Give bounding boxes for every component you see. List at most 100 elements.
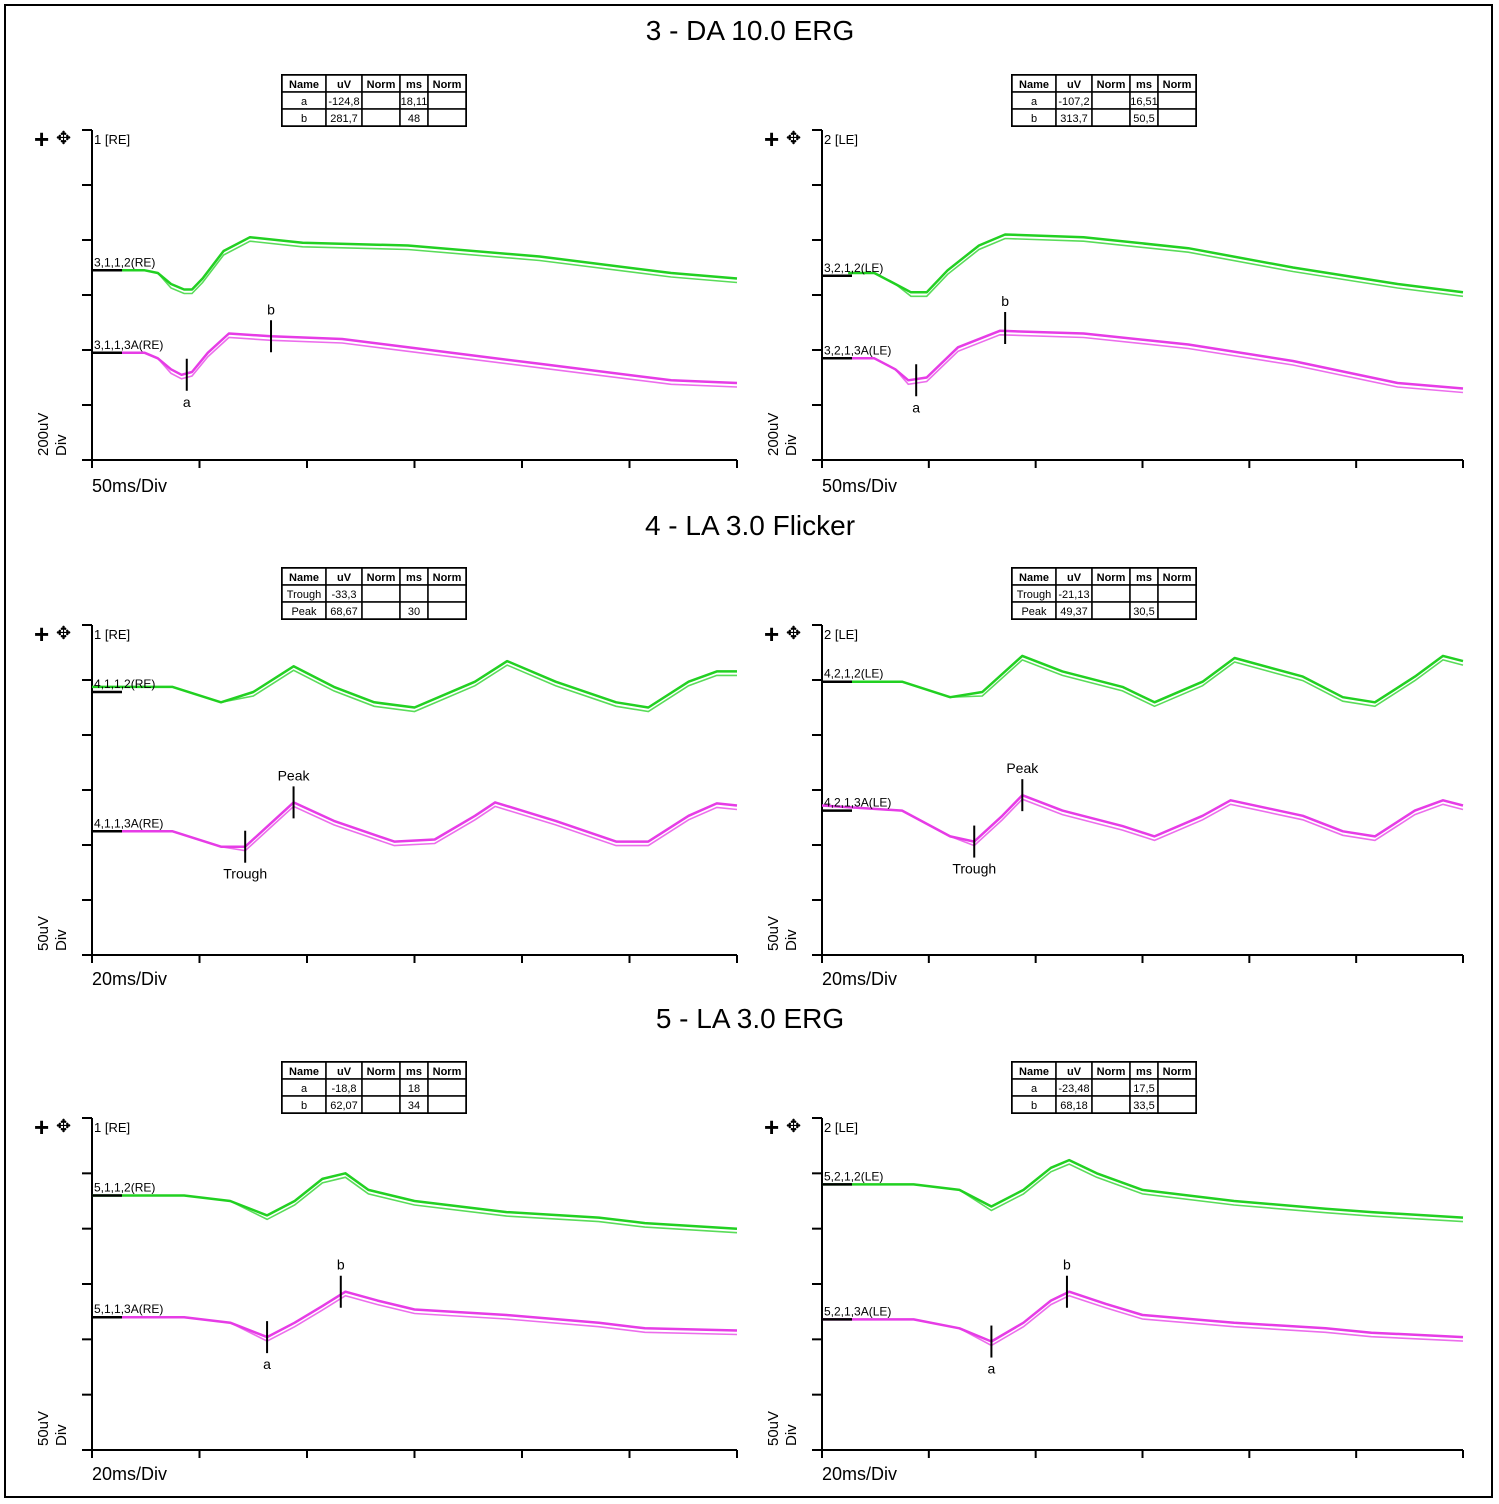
trace-line-repeat (848, 333, 1464, 394)
table-header: ms (1136, 572, 1152, 584)
marker-label: a (912, 399, 920, 415)
table-header: Norm (367, 79, 396, 91)
marker-label: Peak (1006, 760, 1039, 776)
trace-line-repeat (118, 336, 738, 388)
table-header: uV (1067, 572, 1082, 584)
table-cell-value: a (301, 1083, 308, 1095)
channel-label: 2 [LE] (824, 627, 858, 642)
table-header: Norm (433, 572, 462, 584)
table-header: Norm (1163, 79, 1192, 91)
table-cell-value: 16,51 (1130, 96, 1158, 108)
table-cell (427, 601, 467, 620)
y-scale-unit: Div (783, 1424, 800, 1446)
table-cell-value: -18,8 (331, 1083, 356, 1095)
table-cell-value: 18,11 (401, 96, 428, 108)
table-cell-value: b (301, 1100, 307, 1112)
marker-label: b (1063, 1257, 1071, 1273)
trace-label: 5,1,1,2(RE) (94, 1180, 155, 1194)
trace-label: 4,1,1,3A(RE) (94, 816, 163, 830)
trace-label: 4,1,1,2(RE) (94, 677, 155, 691)
table-cell (361, 108, 401, 127)
channel-label: 2 [LE] (824, 1120, 858, 1135)
y-scale-unit: Div (53, 434, 70, 456)
x-scale-label: 20ms/Div (92, 969, 167, 989)
table-cell-value: -33,3 (331, 589, 356, 601)
channel-label: 2 [LE] (824, 132, 858, 147)
plus-icon: + (764, 1112, 779, 1142)
table-cell (427, 108, 467, 127)
trace-line (92, 1172, 738, 1230)
move-cursor-icon: ✥ (786, 623, 801, 643)
table-cell-value: 50,5 (1133, 113, 1154, 125)
table-header: Norm (433, 1066, 462, 1078)
table-header: ms (1136, 1066, 1152, 1078)
channel-label: 1 [RE] (94, 132, 130, 147)
y-scale-label: 200uV (765, 413, 782, 456)
y-scale-label: 50uV (35, 1411, 52, 1446)
section-title: 4 - LA 3.0 Flicker (645, 510, 855, 541)
x-scale-label: 20ms/Div (822, 969, 897, 989)
table-header: uV (1067, 1066, 1082, 1078)
plus-icon: + (34, 124, 49, 154)
table-header: uV (1067, 79, 1082, 91)
trace-line-repeat (848, 237, 1464, 298)
table-cell-value: -23,48 (1058, 1083, 1089, 1095)
table-header: Norm (367, 572, 396, 584)
plus-icon: + (764, 124, 779, 154)
table-header: Name (1019, 79, 1049, 91)
table-cell-value: a (301, 96, 308, 108)
marker-label: a (263, 1356, 271, 1372)
plus-icon: + (764, 619, 779, 649)
table-header: ms (406, 572, 422, 584)
move-cursor-icon: ✥ (56, 623, 71, 643)
trace-label: 5,2,1,3A(LE) (824, 1304, 891, 1318)
table-cell-value: Peak (291, 606, 317, 618)
table-cell (1091, 1078, 1131, 1097)
table-cell-value: 33,5 (1133, 1100, 1154, 1112)
marker-label: Trough (223, 866, 267, 882)
table-cell-value: 18 (408, 1083, 420, 1095)
move-cursor-icon: ✥ (56, 128, 71, 148)
y-scale-unit: Div (53, 1424, 70, 1446)
table-cell-value: a (1031, 96, 1038, 108)
table-cell (1091, 91, 1131, 110)
table-header: Name (289, 79, 319, 91)
table-cell-value: a (1031, 1083, 1038, 1095)
table-cell (427, 1078, 467, 1097)
x-scale-label: 20ms/Div (92, 1464, 167, 1484)
table-cell-value: b (1031, 113, 1037, 125)
marker-label: Peak (278, 767, 311, 783)
marker-label: a (183, 394, 191, 410)
table-header: uV (337, 572, 352, 584)
table-header: Norm (1163, 572, 1192, 584)
channel-label: 1 [RE] (94, 627, 130, 642)
plus-icon: + (34, 619, 49, 649)
table-cell-value: -107,2 (1058, 96, 1089, 108)
table-cell (1091, 1095, 1131, 1114)
table-cell (1091, 108, 1131, 127)
table-cell-value: 30 (408, 606, 420, 618)
table-cell (1157, 1078, 1197, 1097)
trace-line (822, 1158, 1464, 1219)
trace-label: 4,2,1,2(LE) (824, 667, 883, 681)
table-cell-value: 313,7 (1060, 113, 1088, 125)
report-frame (4, 4, 1493, 1498)
trace-line (118, 332, 738, 385)
y-scale-label: 200uV (35, 413, 52, 456)
table-cell-value: Trough (1017, 589, 1051, 601)
table-cell (1157, 91, 1197, 110)
trace-line-repeat (822, 1163, 1464, 1223)
table-cell (427, 91, 467, 110)
table-header: Norm (1097, 1066, 1126, 1078)
table-cell-value: 68,67 (330, 606, 358, 618)
section-title: 3 - DA 10.0 ERG (646, 15, 855, 46)
marker-label: b (337, 1257, 345, 1273)
table-header: Name (289, 1066, 319, 1078)
trace-label: 3,2,1,2(LE) (824, 261, 883, 275)
x-scale-label: 20ms/Div (822, 1464, 897, 1484)
table-cell (361, 601, 401, 620)
move-cursor-icon: ✥ (786, 128, 801, 148)
table-cell (361, 91, 401, 110)
y-scale-label: 50uV (765, 916, 782, 951)
table-cell (1091, 584, 1131, 603)
